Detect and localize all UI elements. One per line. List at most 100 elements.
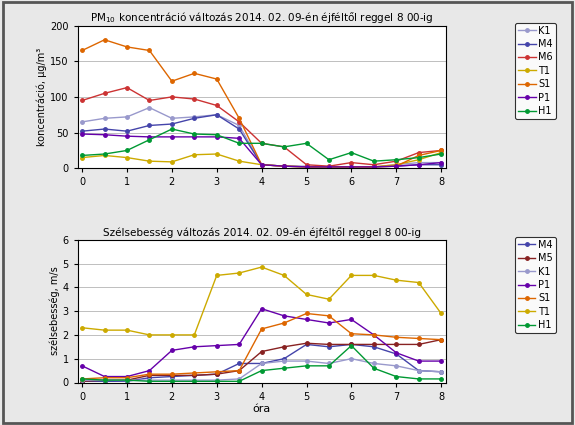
K1 [236,377,243,382]
K1 [325,361,332,366]
M4 [258,162,265,167]
P1 [393,164,400,169]
M4 [393,351,400,357]
H1 [79,377,86,382]
T1 [438,311,444,316]
Line: P1: P1 [81,307,443,378]
K1 [168,377,175,382]
H1 [213,132,220,137]
H1 [101,377,108,382]
S1 [348,331,355,336]
H1 [370,366,377,371]
H1 [281,144,288,150]
M5 [281,344,288,349]
P1 [236,136,243,141]
M6 [146,98,153,103]
T1 [325,297,332,302]
H1 [258,368,265,373]
M4 [438,369,444,374]
M4 [168,374,175,379]
T1 [370,273,377,278]
S1 [236,368,243,373]
P1 [191,134,198,139]
T1 [79,155,86,160]
Line: T1: T1 [81,265,443,337]
K1 [79,377,86,382]
P1 [438,359,444,364]
S1 [348,164,355,170]
S1 [213,369,220,374]
P1 [101,132,108,137]
P1 [303,164,310,170]
K1 [281,164,288,169]
S1 [325,164,332,170]
M4 [213,371,220,377]
M6 [303,162,310,167]
H1 [393,374,400,379]
M5 [438,337,444,342]
M6 [168,94,175,99]
Title: PM$_{10}$ koncentráció változás 2014. 02. 09-én éjféltől reggel 8 00-ig: PM$_{10}$ koncentráció változás 2014. 02… [90,10,434,26]
S1 [146,371,153,377]
M5 [101,377,108,382]
Line: S1: S1 [81,38,443,169]
H1 [124,148,131,153]
S1 [281,320,288,326]
S1 [146,48,153,53]
T1 [146,332,153,337]
P1 [101,374,108,379]
K1 [370,164,377,170]
M4 [79,379,86,384]
M4 [303,342,310,347]
T1 [281,273,288,278]
S1 [438,337,444,342]
M6 [79,98,86,103]
M5 [325,342,332,347]
M4 [236,127,243,132]
T1 [213,151,220,156]
K1 [146,377,153,382]
S1 [393,335,400,340]
M5 [348,342,355,347]
S1 [236,116,243,121]
S1 [213,76,220,82]
P1 [146,368,153,373]
S1 [258,162,265,167]
P1 [168,134,175,139]
K1 [124,378,131,383]
T1 [191,332,198,337]
K1 [348,164,355,170]
T1 [415,157,422,162]
S1 [168,79,175,84]
H1 [213,379,220,384]
M5 [79,379,86,384]
T1 [258,162,265,167]
Line: H1: H1 [81,344,443,383]
K1 [325,164,332,170]
M4 [370,164,377,170]
M4 [281,164,288,169]
T1 [258,264,265,269]
T1 [191,152,198,157]
K1 [393,162,400,167]
M4 [415,162,422,167]
M4 [124,379,131,384]
T1 [348,164,355,170]
K1 [213,112,220,117]
T1 [281,164,288,169]
M5 [168,373,175,378]
Line: M6: M6 [81,86,443,168]
T1 [303,292,310,297]
S1 [370,332,377,337]
K1 [258,162,265,167]
P1 [79,363,86,368]
H1 [168,379,175,384]
Line: M4: M4 [81,343,443,383]
T1 [124,155,131,160]
K1 [415,160,422,165]
Line: K1: K1 [81,357,443,382]
S1 [393,164,400,169]
P1 [325,164,332,170]
K1 [303,359,310,364]
S1 [101,37,108,42]
